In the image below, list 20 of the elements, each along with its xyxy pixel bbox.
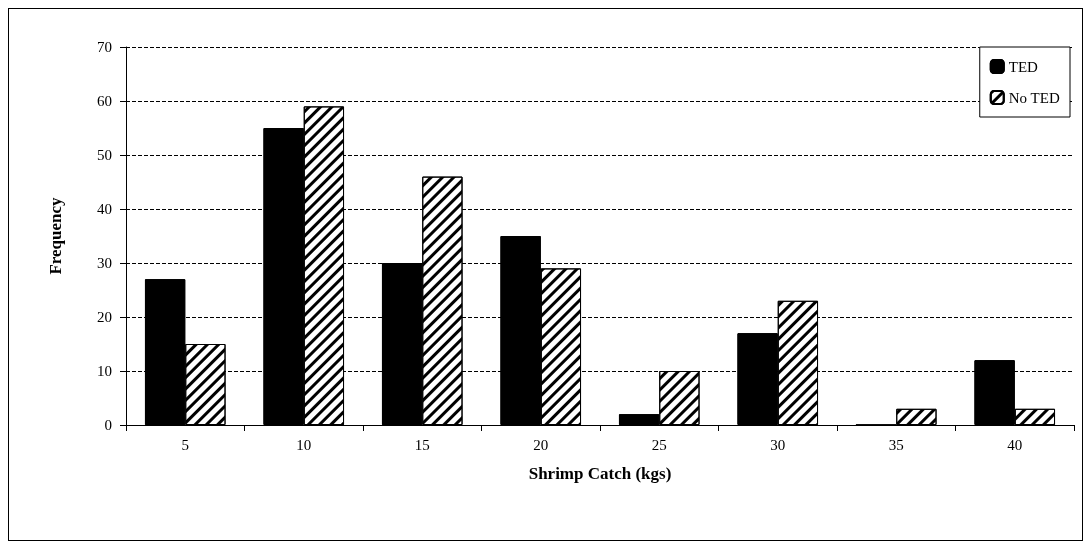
x-tick-label: 20 [533, 436, 549, 453]
y-tick-label: 0 [104, 417, 112, 433]
y-tick-label: 20 [97, 309, 112, 325]
y-tick-label: 70 [97, 39, 112, 55]
x-tick-label: 25 [651, 436, 667, 453]
x-tick-label: 35 [888, 436, 904, 453]
x-tick-label: 15 [414, 436, 430, 453]
legend-label: No TED [1008, 89, 1060, 106]
legend-label: TED [1008, 58, 1039, 75]
y-tick-label: 30 [97, 255, 112, 271]
y-tick-label: 10 [97, 363, 112, 379]
x-tick-label: 5 [181, 436, 189, 453]
x-tick-label: 30 [770, 436, 786, 453]
y-axis-title: Frequency [46, 196, 65, 275]
y-tick-label: 40 [97, 201, 112, 217]
x-axis-title: Shrimp Catch (kgs) [528, 464, 672, 483]
x-tick-label: 10 [296, 436, 312, 453]
x-tick-label: 40 [1007, 436, 1023, 453]
y-tick-label: 50 [97, 147, 112, 163]
y-tick-label: 60 [97, 93, 112, 109]
